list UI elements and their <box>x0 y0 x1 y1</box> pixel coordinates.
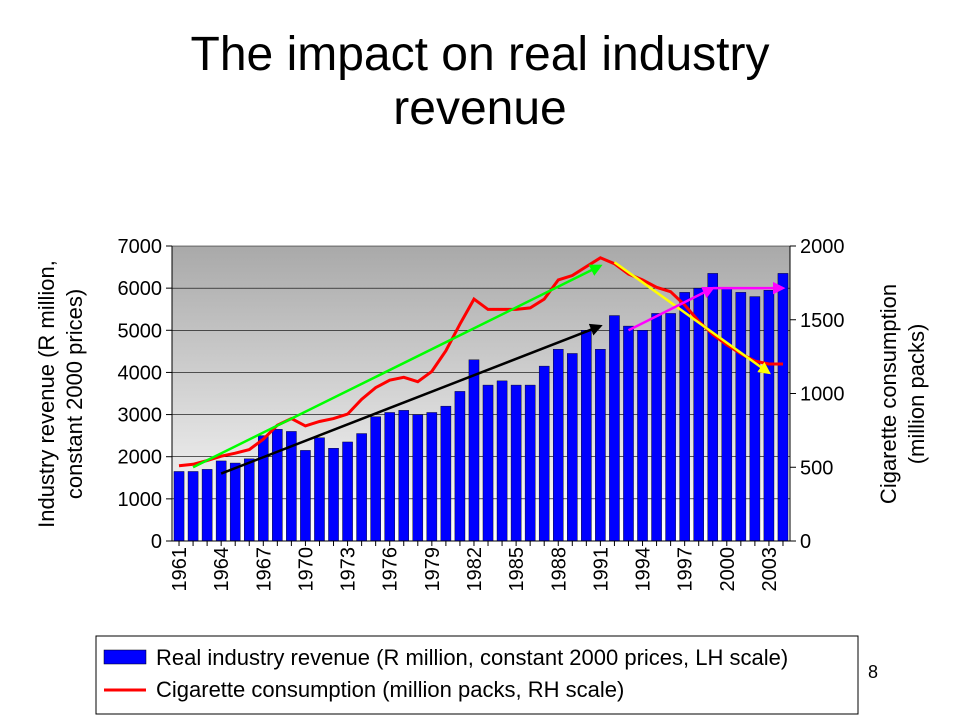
revenue-bar <box>707 273 719 542</box>
revenue-bar <box>314 437 325 542</box>
trend-arrow <box>192 264 603 469</box>
x-tick-label: 1961 <box>169 547 191 592</box>
x-tick-label: 1997 <box>675 547 697 592</box>
revenue-bar <box>201 469 213 542</box>
revenue-bar <box>342 441 353 542</box>
revenue-bar <box>468 359 480 542</box>
revenue-bar <box>440 405 452 542</box>
left-tick-label: 2000 <box>118 447 163 469</box>
right-tick-label: 1000 <box>800 384 845 406</box>
left-axis-ticks: 0 1000 2000 3000 4000 5000 6000 7000 <box>118 236 172 553</box>
revenue-bar <box>454 391 466 542</box>
x-tick-label: 1988 <box>548 547 570 592</box>
revenue-bar <box>258 435 269 542</box>
x-tick-label: 1970 <box>295 547 317 592</box>
left-axis-title-line2: constant 2000 prices) <box>62 289 87 499</box>
x-tick-label: 1979 <box>422 547 444 592</box>
revenue-bar <box>496 380 508 542</box>
left-tick-label: 0 <box>151 531 162 553</box>
revenue-bar <box>581 330 592 542</box>
right-tick-label: 500 <box>800 457 833 479</box>
revenue-bar <box>229 462 241 542</box>
revenue-bar <box>679 292 690 542</box>
revenue-bar <box>272 429 283 542</box>
revenue-bar <box>173 471 185 542</box>
right-axis-title-line2: (million packs) <box>904 324 929 465</box>
revenue-bar <box>328 448 339 542</box>
revenue-bar <box>637 330 648 542</box>
right-tick-label: 1500 <box>800 310 845 332</box>
right-axis-ticks: 0 500 1000 1500 2000 <box>790 236 845 553</box>
slide-title: The impact on real industry revenue <box>0 28 960 136</box>
x-axis-ticks: 1961 1964 1967 1970 1973 1976 1979 1982 1985 1988… <box>169 541 784 592</box>
x-tick-label: 2000 <box>717 547 739 592</box>
legend-label-revenue: Real industry revenue (R million, consta… <box>156 645 788 670</box>
legend-swatch-revenue <box>103 649 147 665</box>
left-tick-label: 7000 <box>118 236 163 258</box>
left-tick-label: 1000 <box>118 489 163 511</box>
left-tick-label: 3000 <box>118 405 163 427</box>
trend-lines <box>192 261 786 475</box>
revenue-bar <box>384 412 395 542</box>
revenue-bar <box>651 313 662 542</box>
revenue-bar <box>482 384 494 542</box>
left-axis-title-line1: Industry revenue (R million, <box>34 260 59 528</box>
revenue-bar <box>370 416 381 542</box>
right-axis-title-line1: Cigarette consumption <box>876 284 901 504</box>
left-tick-label: 6000 <box>118 278 163 300</box>
x-tick-label: 1973 <box>338 547 360 592</box>
revenue-bar <box>609 315 620 542</box>
slide-title-line1: The impact on real industry <box>190 28 770 81</box>
revenue-bar <box>187 471 199 542</box>
x-tick-label: 1994 <box>633 547 655 592</box>
x-tick-label: 1985 <box>506 547 528 592</box>
legend-label-consumption: Cigarette consumption (million packs, RH… <box>156 677 624 702</box>
revenue-bar <box>510 384 522 542</box>
page-number: 8 <box>868 662 879 682</box>
revenue-bar <box>665 313 676 542</box>
revenue-bar <box>623 325 634 542</box>
x-tick-label: 2003 <box>759 547 781 592</box>
trend-arrow <box>627 287 715 332</box>
trend-arrow <box>220 323 603 475</box>
revenue-bar <box>300 450 311 542</box>
left-tick-label: 4000 <box>118 362 163 384</box>
x-tick-label: 1976 <box>380 547 402 592</box>
revenue-bar <box>538 365 550 542</box>
x-tick-label: 1964 <box>211 547 233 592</box>
revenue-bar <box>356 433 367 542</box>
right-tick-label: 2000 <box>800 236 845 258</box>
left-tick-label: 5000 <box>118 320 163 342</box>
revenue-bar <box>763 290 775 542</box>
revenue-bar <box>777 273 789 542</box>
revenue-bar <box>524 384 536 542</box>
revenue-bar <box>721 287 733 542</box>
slide-title-line2: revenue <box>393 82 567 135</box>
x-tick-label: 1982 <box>464 547 486 592</box>
revenue-bar <box>567 353 578 542</box>
trend-arrow <box>613 261 771 375</box>
revenue-bar <box>595 349 606 542</box>
revenue-bar <box>735 292 747 542</box>
revenue-bar <box>243 458 255 542</box>
revenue-bars <box>173 273 789 542</box>
right-tick-label: 0 <box>800 531 811 553</box>
revenue-bar <box>426 412 438 542</box>
revenue-bar <box>749 296 761 542</box>
x-tick-label: 1991 <box>590 547 612 592</box>
legend-box <box>95 635 859 715</box>
legend: Real industry revenue (R million, consta… <box>95 635 859 715</box>
revenue-bar <box>552 349 564 542</box>
revenue-bar <box>398 410 410 542</box>
revenue-bar <box>412 414 424 542</box>
x-tick-label: 1967 <box>253 547 275 592</box>
